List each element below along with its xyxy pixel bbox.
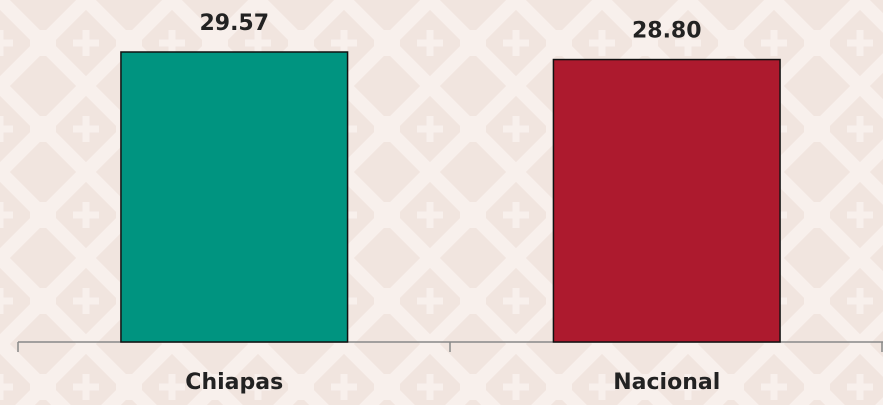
value-label: 28.80 — [632, 19, 702, 44]
x-tick-label: Chiapas — [185, 370, 283, 395]
x-tick-label: Nacional — [613, 370, 720, 395]
bar — [552, 58, 781, 343]
value-label: 29.57 — [199, 11, 269, 36]
bar — [120, 51, 349, 343]
